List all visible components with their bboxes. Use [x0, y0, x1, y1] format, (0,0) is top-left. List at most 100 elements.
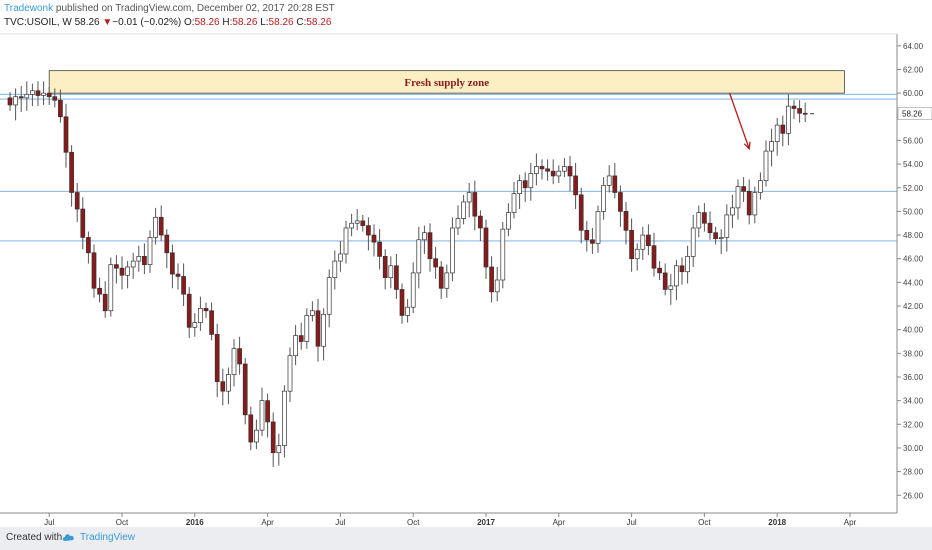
bear-candle-body[interactable]	[433, 258, 438, 268]
bear-candle-body[interactable]	[114, 264, 119, 269]
bull-candle-body[interactable]	[517, 180, 522, 195]
bull-candle-body[interactable]	[758, 180, 763, 193]
bear-candle-body[interactable]	[186, 293, 192, 328]
bear-candle-body[interactable]	[97, 287, 102, 295]
bear-candle-body[interactable]	[539, 166, 545, 170]
price-chart[interactable]: 64.0062.0060.0058.0056.0054.0052.0050.00…	[0, 0, 932, 527]
bull-candle-body[interactable]	[422, 232, 427, 241]
bear-candle-body[interactable]	[780, 124, 786, 134]
bull-candle-body[interactable]	[41, 92, 46, 96]
bear-candle-body[interactable]	[662, 272, 668, 290]
bull-candle-body[interactable]	[735, 186, 741, 209]
bear-candle-body[interactable]	[707, 222, 713, 234]
bear-candle-body[interactable]	[657, 267, 662, 274]
bear-candle-body[interactable]	[102, 293, 108, 312]
bear-candle-body[interactable]	[371, 234, 377, 243]
bull-candle-body[interactable]	[287, 355, 293, 392]
bear-candle-body[interactable]	[86, 237, 91, 254]
bull-candle-body[interactable]	[254, 429, 259, 443]
bull-candle-body[interactable]	[293, 335, 298, 357]
bear-candle-body[interactable]	[797, 108, 802, 114]
bull-candle-body[interactable]	[354, 220, 360, 224]
bull-candle-body[interactable]	[752, 192, 758, 216]
bear-candle-body[interactable]	[80, 208, 86, 238]
bull-candle-body[interactable]	[674, 265, 679, 287]
bear-candle-body[interactable]	[35, 90, 41, 96]
bear-candle-body[interactable]	[438, 266, 444, 289]
bull-candle-body[interactable]	[562, 166, 567, 172]
bear-candle-body[interactable]	[315, 310, 321, 347]
bear-candle-body[interactable]	[360, 220, 366, 226]
bear-candle-body[interactable]	[573, 175, 578, 196]
bear-candle-body[interactable]	[46, 92, 52, 98]
bull-candle-body[interactable]	[640, 234, 646, 250]
bull-candle-body[interactable]	[24, 93, 30, 99]
bull-candle-body[interactable]	[556, 170, 562, 177]
bull-candle-body[interactable]	[282, 390, 287, 446]
bear-candle-body[interactable]	[802, 112, 808, 115]
author-link[interactable]: Tradewonk	[4, 3, 54, 14]
bull-candle-body[interactable]	[606, 175, 612, 186]
bull-candle-body[interactable]	[601, 185, 606, 212]
bear-candle-body[interactable]	[377, 241, 382, 257]
bull-candle-body[interactable]	[13, 96, 18, 106]
bull-candle-body[interactable]	[226, 374, 231, 392]
bear-candle-body[interactable]	[472, 192, 478, 217]
bull-candle-body[interactable]	[321, 313, 326, 347]
bear-candle-body[interactable]	[394, 265, 399, 290]
bull-candle-body[interactable]	[528, 173, 534, 189]
bear-candle-body[interactable]	[237, 348, 242, 365]
bear-candle-body[interactable]	[58, 99, 63, 118]
bear-candle-body[interactable]	[52, 96, 58, 101]
bear-candle-body[interactable]	[209, 310, 214, 335]
bear-candle-body[interactable]	[63, 116, 69, 153]
bear-candle-body[interactable]	[270, 421, 276, 454]
bear-candle-body[interactable]	[298, 335, 304, 342]
bear-candle-body[interactable]	[651, 245, 657, 269]
bear-candle-body[interactable]	[623, 211, 629, 231]
bear-candle-body[interactable]	[646, 234, 651, 247]
bull-candle-body[interactable]	[192, 322, 198, 328]
bull-candle-body[interactable]	[304, 315, 310, 342]
bull-candle-body[interactable]	[332, 260, 338, 278]
bear-candle-body[interactable]	[91, 252, 97, 289]
bull-candle-body[interactable]	[595, 211, 601, 244]
bull-candle-body[interactable]	[763, 150, 769, 182]
bull-candle-body[interactable]	[466, 192, 472, 203]
bear-candle-body[interactable]	[713, 232, 718, 239]
bull-candle-body[interactable]	[30, 90, 35, 95]
bear-candle-body[interactable]	[545, 168, 550, 172]
bull-candle-body[interactable]	[416, 239, 422, 274]
bull-candle-body[interactable]	[511, 193, 517, 213]
bear-candle-body[interactable]	[590, 239, 595, 244]
bull-candle-body[interactable]	[349, 222, 354, 229]
bear-candle-body[interactable]	[7, 97, 13, 106]
bear-candle-body[interactable]	[382, 256, 388, 278]
bull-candle-body[interactable]	[147, 237, 153, 265]
bear-candle-body[interactable]	[74, 192, 80, 210]
bull-candle-body[interactable]	[534, 166, 539, 174]
bear-candle-body[interactable]	[612, 175, 618, 193]
bull-candle-body[interactable]	[326, 277, 332, 315]
bull-candle-body[interactable]	[668, 285, 674, 290]
bear-candle-body[interactable]	[220, 381, 226, 392]
bear-candle-body[interactable]	[175, 273, 181, 277]
bear-candle-body[interactable]	[578, 194, 584, 231]
bear-candle-body[interactable]	[18, 96, 24, 99]
bull-candle-body[interactable]	[461, 201, 466, 219]
bull-candle-body[interactable]	[136, 256, 142, 262]
bear-candle-body[interactable]	[791, 105, 797, 109]
bull-candle-body[interactable]	[450, 227, 455, 274]
bull-candle-body[interactable]	[343, 227, 349, 255]
bear-candle-body[interactable]	[741, 186, 746, 192]
bull-candle-body[interactable]	[405, 306, 410, 316]
bull-candle-body[interactable]	[774, 124, 780, 142]
bull-candle-body[interactable]	[690, 227, 696, 257]
bear-candle-body[interactable]	[248, 414, 254, 443]
tradingview-brand-link[interactable]: TradingView	[80, 532, 136, 543]
bear-candle-body[interactable]	[489, 266, 494, 293]
bear-candle-body[interactable]	[170, 252, 175, 275]
bull-candle-body[interactable]	[231, 348, 237, 375]
bear-candle-body[interactable]	[366, 225, 371, 236]
bear-candle-body[interactable]	[203, 308, 209, 312]
